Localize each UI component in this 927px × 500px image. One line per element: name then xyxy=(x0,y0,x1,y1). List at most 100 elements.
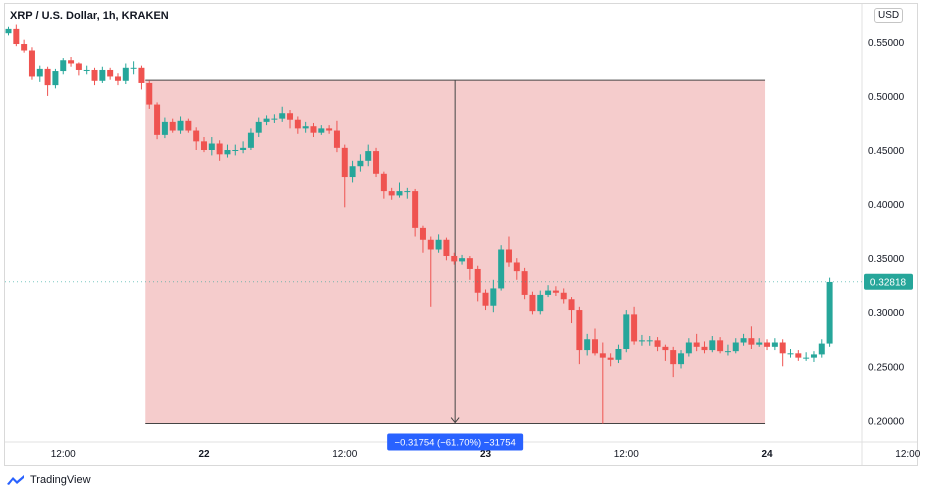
candle-body[interactable] xyxy=(685,342,692,354)
candle-body[interactable] xyxy=(592,339,598,354)
candle-body[interactable] xyxy=(271,118,278,120)
candle-body[interactable] xyxy=(545,290,552,295)
candle-body[interactable] xyxy=(255,121,262,133)
candle-body[interactable] xyxy=(709,340,716,351)
candle-body[interactable] xyxy=(435,239,442,250)
candle-body[interactable] xyxy=(529,294,536,312)
candle-body[interactable] xyxy=(779,342,786,354)
candle-body[interactable] xyxy=(365,151,372,161)
candle-body[interactable] xyxy=(599,353,606,358)
candle-body[interactable] xyxy=(247,132,254,148)
candle-body[interactable] xyxy=(114,76,121,81)
candle-body[interactable] xyxy=(466,258,473,269)
candle-body[interactable] xyxy=(787,353,794,355)
candle-body[interactable] xyxy=(443,239,450,256)
footer-brand[interactable]: TradingView xyxy=(6,474,91,486)
candle-body[interactable] xyxy=(294,119,301,129)
candle-body[interactable] xyxy=(326,128,333,131)
candle-body[interactable] xyxy=(552,290,559,293)
candle-body[interactable] xyxy=(537,294,544,312)
candle-body[interactable] xyxy=(607,357,614,360)
candle-body[interactable] xyxy=(803,357,810,359)
candle-body[interactable] xyxy=(670,350,677,365)
candle-body[interactable] xyxy=(724,351,731,353)
candle-body[interactable] xyxy=(654,340,661,347)
candle-body[interactable] xyxy=(5,28,12,34)
candle-body[interactable] xyxy=(380,173,387,192)
candle-body[interactable] xyxy=(513,262,520,272)
candle-body[interactable] xyxy=(169,121,176,131)
candle-body[interactable] xyxy=(678,353,685,365)
candle-body[interactable] xyxy=(388,191,395,196)
candle-body[interactable] xyxy=(302,126,309,129)
candle-body[interactable] xyxy=(646,340,653,342)
candle-body[interactable] xyxy=(349,166,356,178)
candle-body[interactable] xyxy=(427,239,434,250)
candle-body[interactable] xyxy=(459,258,466,262)
candle-body[interactable] xyxy=(13,28,20,45)
candle-body[interactable] xyxy=(490,288,497,306)
candle-body[interactable] xyxy=(818,343,825,355)
candle-body[interactable] xyxy=(240,147,247,150)
candle-body[interactable] xyxy=(107,69,114,77)
candle-body[interactable] xyxy=(732,342,739,352)
candle-body[interactable] xyxy=(638,340,645,342)
candle-body[interactable] xyxy=(232,150,239,151)
candle-body[interactable] xyxy=(138,67,145,83)
candle-body[interactable] xyxy=(185,120,192,131)
candle-body[interactable] xyxy=(576,310,583,351)
candle-body[interactable] xyxy=(99,69,106,81)
candle-body[interactable] xyxy=(748,338,755,345)
candle-body[interactable] xyxy=(693,342,700,347)
candle-body[interactable] xyxy=(287,113,294,120)
candle-body[interactable] xyxy=(52,71,59,86)
candle-body[interactable] xyxy=(396,191,403,196)
candle-body[interactable] xyxy=(615,348,622,360)
candle-body[interactable] xyxy=(474,268,481,293)
candle-body[interactable] xyxy=(795,353,802,358)
candle-body[interactable] xyxy=(412,191,419,228)
candle-body[interactable] xyxy=(318,128,325,133)
candle-body[interactable] xyxy=(341,147,348,178)
candle-body[interactable] xyxy=(36,68,43,77)
candle-body[interactable] xyxy=(122,67,129,81)
candle-body[interactable] xyxy=(771,342,778,347)
candle-body[interactable] xyxy=(201,141,207,150)
candle-body[interactable] xyxy=(451,255,458,262)
candle-body[interactable] xyxy=(310,126,317,133)
candle-body[interactable] xyxy=(810,354,817,358)
candle-body[interactable] xyxy=(623,314,630,349)
candle-body[interactable] xyxy=(91,69,98,81)
candle-body[interactable] xyxy=(28,50,35,77)
candle-body[interactable] xyxy=(568,299,575,311)
candle-body[interactable] xyxy=(146,82,153,105)
candle-body[interactable] xyxy=(130,67,137,69)
candle-body[interactable] xyxy=(263,118,270,122)
candle-body[interactable] xyxy=(193,130,200,142)
candle-body[interactable] xyxy=(279,113,286,119)
candle-body[interactable] xyxy=(584,339,591,351)
candle-body[interactable] xyxy=(83,69,90,71)
candle-body[interactable] xyxy=(560,292,567,300)
candle-body[interactable] xyxy=(208,143,215,150)
currency-button[interactable]: USD xyxy=(874,8,904,23)
candle-body[interactable] xyxy=(75,63,82,70)
candle-body[interactable] xyxy=(60,60,67,72)
candle-body[interactable] xyxy=(482,292,489,306)
candle-body[interactable] xyxy=(756,342,763,345)
candle-body[interactable] xyxy=(740,338,747,343)
candle-body[interactable] xyxy=(224,150,231,155)
candle-body[interactable] xyxy=(826,281,833,344)
candle-body[interactable] xyxy=(764,342,771,347)
candle-body[interactable] xyxy=(505,249,512,263)
candle-body[interactable] xyxy=(154,104,161,135)
candle-body[interactable] xyxy=(631,314,638,342)
candle-body[interactable] xyxy=(419,227,426,240)
candle-body[interactable] xyxy=(44,68,51,86)
candle-body[interactable] xyxy=(357,160,364,167)
candle-body[interactable] xyxy=(404,191,411,193)
candle-body[interactable] xyxy=(21,44,28,51)
candle-body[interactable] xyxy=(161,121,168,135)
candle-body[interactable] xyxy=(521,271,528,295)
